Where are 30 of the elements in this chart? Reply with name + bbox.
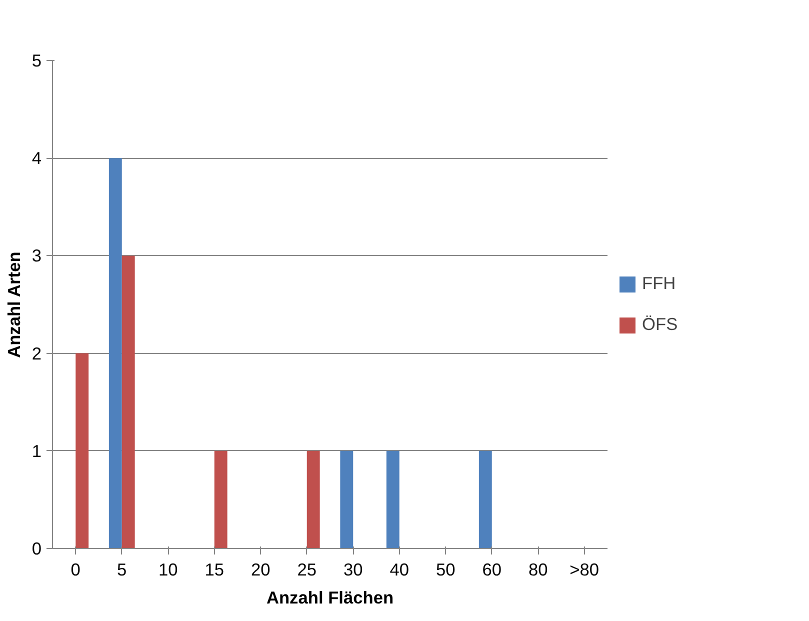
bar [386,450,400,548]
bar [214,450,228,548]
y-tick-label: 1 [32,440,42,461]
y-tick-label: 5 [32,50,42,70]
y-tick-label: 2 [32,343,42,364]
x-tick-label: 25 [297,560,317,580]
bar [306,450,320,548]
x-tick-label: 10 [158,560,178,580]
bar [76,353,89,548]
x-tick-label: 5 [117,560,127,580]
x-tick-label: >80 [570,560,600,580]
legend-label: FFH [642,273,676,294]
y-tick-label: 4 [32,148,42,168]
x-tick-label: 0 [70,560,80,580]
y-tick-label: 3 [32,246,42,266]
y-tick-label: 0 [32,538,42,558]
x-tick-label: 60 [482,560,502,580]
x-tick-label: 20 [250,560,270,580]
bar [122,256,135,548]
x-axis-title: Anzahl Flächen [266,588,394,608]
bar [478,450,492,548]
legend-label: ÖFS [642,314,678,335]
x-tick-label: 50 [436,560,456,580]
x-tick-label: 15 [204,560,224,580]
y-axis-title: Anzahl Arten [4,252,24,358]
bar [340,450,354,548]
bar [108,158,122,548]
x-tick-label: 80 [528,560,548,580]
x-tick-label: 40 [390,560,410,580]
x-tick-label: 30 [343,560,363,580]
